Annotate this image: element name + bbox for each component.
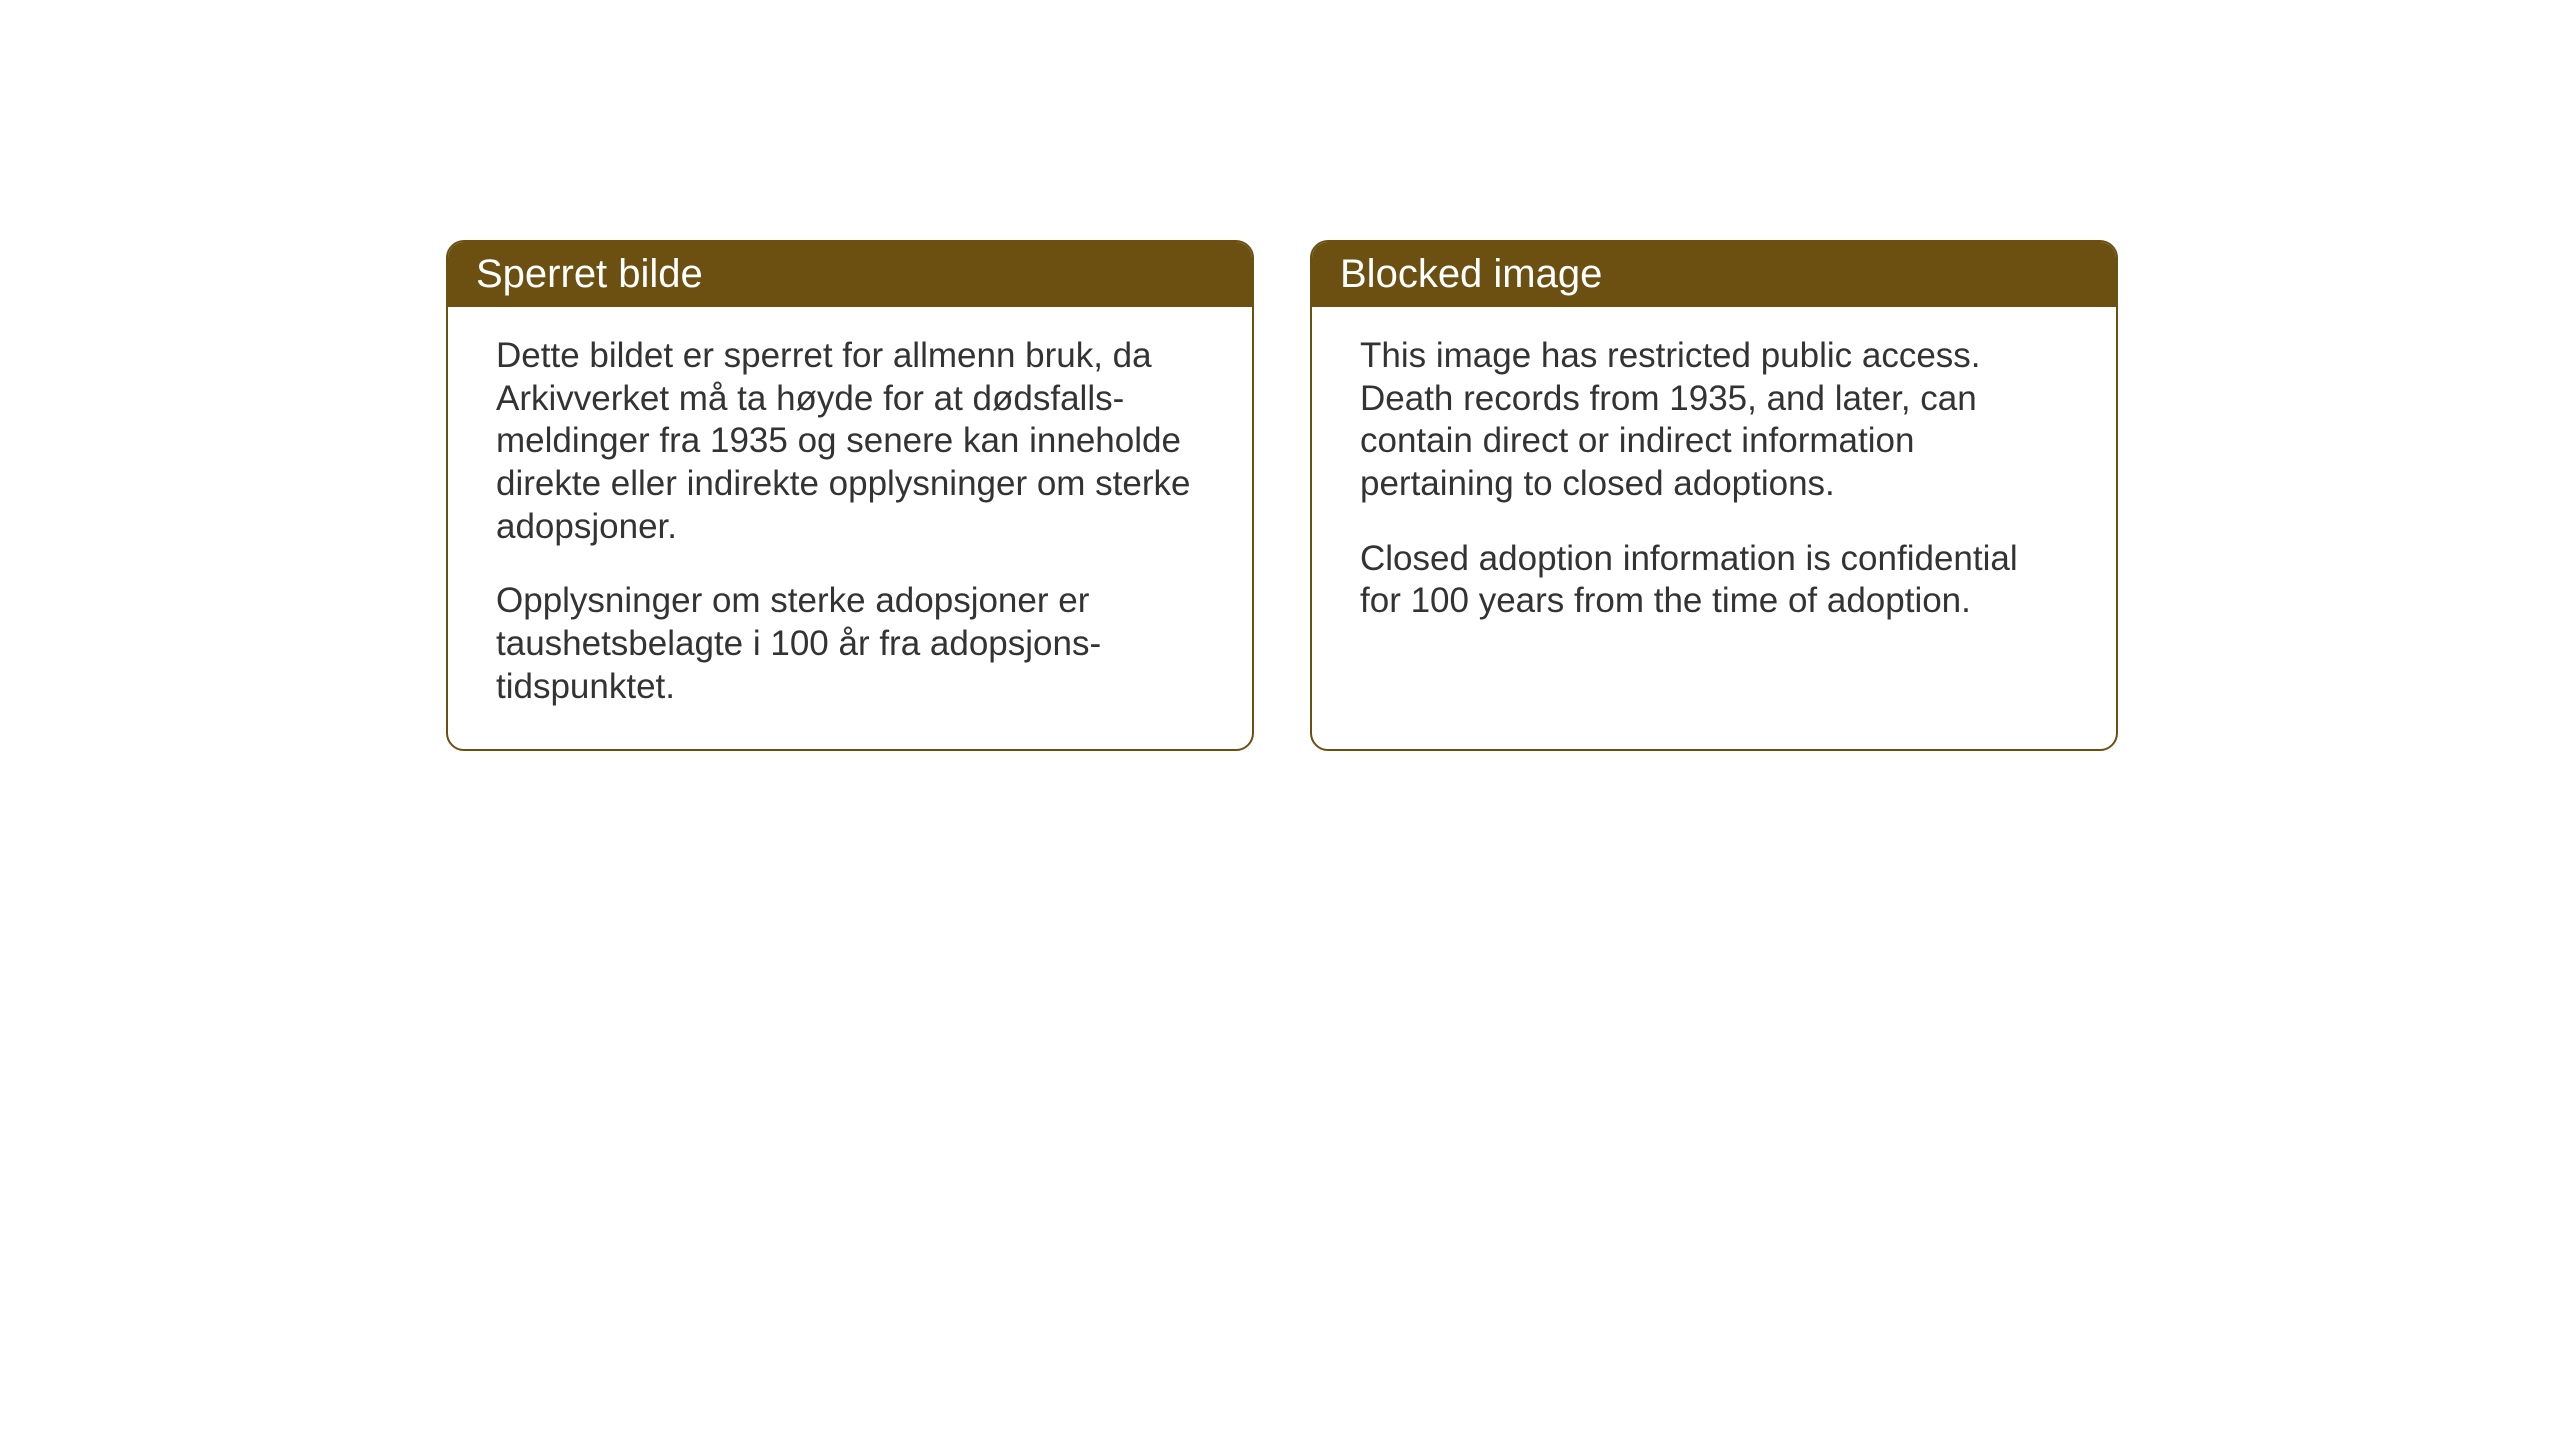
- card-paragraph-1-norwegian: Dette bildet er sperret for allmenn bruk…: [496, 335, 1204, 548]
- card-title-english: Blocked image: [1340, 252, 1602, 296]
- card-title-norwegian: Sperret bilde: [476, 252, 703, 296]
- card-header-norwegian: Sperret bilde: [448, 242, 1252, 307]
- card-header-english: Blocked image: [1312, 242, 2116, 307]
- card-paragraph-1-english: This image has restricted public access.…: [1360, 335, 2068, 506]
- card-body-norwegian: Dette bildet er sperret for allmenn bruk…: [448, 307, 1252, 749]
- card-body-english: This image has restricted public access.…: [1312, 307, 2116, 663]
- card-paragraph-2-english: Closed adoption information is confident…: [1360, 538, 2068, 623]
- notice-card-norwegian: Sperret bilde Dette bildet er sperret fo…: [446, 240, 1254, 751]
- card-paragraph-2-norwegian: Opplysninger om sterke adopsjoner er tau…: [496, 580, 1204, 708]
- notice-container: Sperret bilde Dette bildet er sperret fo…: [446, 240, 2118, 751]
- notice-card-english: Blocked image This image has restricted …: [1310, 240, 2118, 751]
